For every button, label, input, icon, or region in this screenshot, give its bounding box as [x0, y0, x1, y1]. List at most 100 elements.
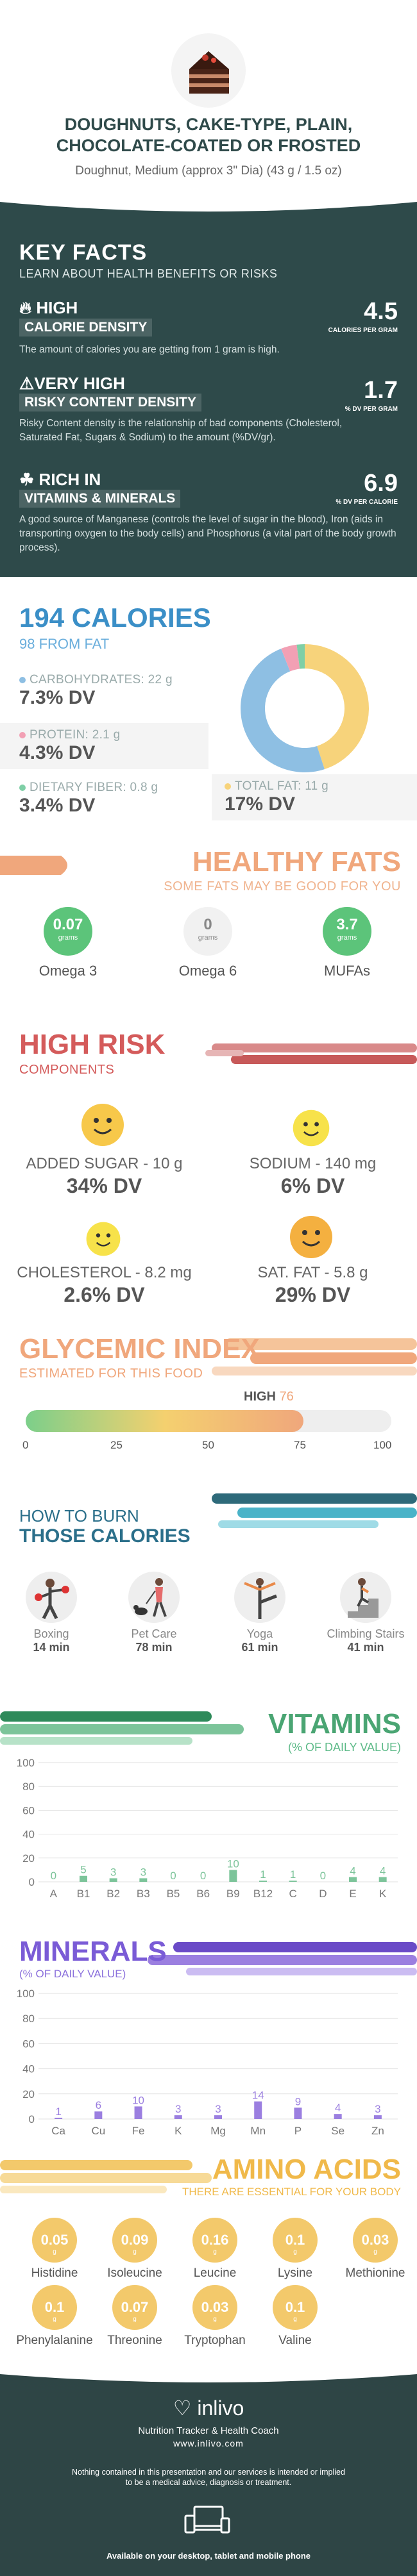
- gi-tick: 25: [110, 1439, 123, 1451]
- burn-title-1: HOW TO BURN: [19, 1506, 139, 1525]
- donut-slice-fiber: [296, 644, 305, 669]
- fat-unit: grams: [58, 934, 78, 942]
- x-tick-label: K: [379, 1888, 387, 1900]
- bar-K: [174, 2115, 182, 2119]
- omega6-bubble: 0 grams: [183, 907, 232, 956]
- gi-tick: 50: [202, 1439, 214, 1451]
- x-tick-label: Se: [331, 2125, 345, 2137]
- pet-care-item: Pet Care 78 min: [115, 1570, 192, 1654]
- donut-slice-protein: [281, 644, 300, 672]
- bar-Mn: [254, 2101, 262, 2119]
- healthy-fats-title: HEALTHY FATS: [192, 846, 401, 877]
- y-tick-label: 100: [17, 1757, 35, 1769]
- fat-dv: 17% DV: [225, 794, 296, 815]
- healthy-fats-subtitle: SOME FATS MAY BE GOOD FOR YOU: [164, 879, 401, 893]
- glycemic-section: GLYCEMIC INDEX ESTIMATED FOR THIS FOOD H…: [0, 1333, 417, 1461]
- key-facts-subheading: LEARN ABOUT HEALTH BENEFITS OR RISKS: [19, 267, 278, 280]
- boxing-icon: [26, 1572, 77, 1623]
- omega3-label: Omega 3: [38, 963, 98, 979]
- bar-value-label: 1: [260, 1868, 266, 1881]
- key-fact-text: Risky Content density is the relationshi…: [19, 418, 343, 443]
- key-fact-tag: HIGH: [36, 298, 78, 317]
- glycemic-ticks: 0 25 50 75 100: [22, 1439, 392, 1452]
- leaf-icon: ☘︎: [19, 470, 35, 489]
- bar-Ca: [55, 2118, 63, 2119]
- high-risk-subtitle: COMPONENTS: [19, 1063, 115, 1077]
- bar-Fe: [134, 2106, 142, 2119]
- bar-value-label: 0: [170, 1870, 176, 1882]
- amino-bubble: 0.16 g: [192, 2218, 237, 2263]
- amino-value: 0.09: [121, 2232, 149, 2248]
- header: DOUGHNUTS, CAKE-TYPE, PLAIN, CHOCOLATE-C…: [0, 0, 417, 192]
- cake-image: [171, 33, 246, 108]
- y-tick-label: 0: [29, 1876, 35, 1888]
- x-tick-label: K: [174, 2125, 182, 2137]
- fat-dot: [225, 783, 231, 790]
- bar-Se: [334, 2114, 342, 2119]
- key-fact-calorie-density: 🔥︎ HIGH CALORIE DENSITY The amount of ca…: [19, 298, 398, 357]
- bar-Mg: [214, 2115, 222, 2119]
- amino-value: 0.07: [121, 2299, 149, 2315]
- vitamins-title: VITAMINS: [268, 1708, 401, 1740]
- bar-value-label: 0: [320, 1870, 326, 1882]
- food-title: DOUGHNUTS, CAKE-TYPE, PLAIN, CHOCOLATE-C…: [56, 115, 361, 155]
- amino-unit: g: [373, 2248, 377, 2256]
- gi-tick: 100: [373, 1439, 392, 1451]
- amino-unit: g: [53, 2248, 56, 2256]
- vitamins-bar-chart: 0 20 40 60 80 100 0 A 5 B1 3 B2 3 B3 0 B5 0 B6 10 B9 1 B12 1 C 0…: [17, 1757, 398, 1900]
- bar-P: [294, 2107, 302, 2119]
- fat-value: 3.7: [336, 916, 358, 933]
- key-fact-value: 6.9: [364, 470, 398, 497]
- key-facts-heading: KEY FACTS: [19, 240, 148, 265]
- protein-dot: [19, 732, 26, 738]
- bar-value-label: 0: [51, 1870, 56, 1882]
- amino-bubble: 0.09 g: [112, 2218, 157, 2263]
- fat-unit: grams: [198, 934, 218, 942]
- bar-B3: [139, 1878, 148, 1882]
- x-tick-label: A: [50, 1888, 58, 1900]
- burn-time: 41 min: [347, 1641, 384, 1654]
- bar-value-label: 10: [132, 2094, 144, 2106]
- x-tick-label: D: [319, 1888, 327, 1900]
- amino-unit: g: [53, 2316, 56, 2323]
- amino-value: 0.1: [285, 2299, 305, 2315]
- key-fact-text: A good source of Manganese (controls the…: [19, 514, 396, 553]
- bar-value-label: 4: [380, 1865, 386, 1877]
- key-fact-value: 4.5: [364, 298, 398, 325]
- x-tick-label: Fe: [132, 2125, 145, 2137]
- omega3-bubble: 0.07 grams: [44, 907, 92, 956]
- brand-name: inlivo: [197, 2397, 244, 2420]
- calories-title: 194 CALORIES: [19, 602, 211, 633]
- y-tick-label: 80: [22, 2013, 35, 2025]
- devices-icon: [184, 2505, 230, 2534]
- minerals-section: MINERALS (% OF DAILY VALUE) 0 20 40 60 80 100…: [0, 1910, 417, 2154]
- y-tick-label: 80: [22, 1781, 35, 1793]
- glycemic-subtitle: ESTIMATED FOR THIS FOOD: [19, 1367, 203, 1381]
- footer-disclaimer-1: Nothing contained in this presentation a…: [72, 2468, 345, 2477]
- x-tick-label: B3: [137, 1888, 150, 1900]
- flame-icon: 🔥︎: [19, 298, 32, 317]
- key-fact-risky-density: ⚠︎VERY HIGH RISKY CONTENT DENSITY Risky …: [19, 374, 379, 445]
- burn-activity: Boxing: [33, 1627, 69, 1640]
- fat-value: 0: [203, 916, 212, 933]
- vitamins-subtitle: (% OF DAILY VALUE): [287, 1741, 401, 1754]
- fiber-dv: 3.4% DV: [19, 795, 96, 816]
- amino-section: AMINO ACIDS THERE ARE ESSENTIAL FOR YOUR…: [0, 2154, 417, 2372]
- pet-care-icon: [128, 1572, 180, 1623]
- footer-url[interactable]: www.inlivo.com: [173, 2438, 244, 2448]
- bar-value-label: 3: [140, 1866, 146, 1878]
- carbs-block: CARBOHYDRATES: 22 g 7.3% DV: [19, 673, 173, 709]
- glycemic-track: [26, 1410, 391, 1432]
- cholesterol-face-icon: [86, 1222, 121, 1256]
- y-tick-label: 40: [22, 2063, 35, 2075]
- protein-label: PROTEIN: 2.1 g: [30, 728, 121, 742]
- x-tick-label: B5: [167, 1888, 180, 1900]
- bar-value-label: 4: [335, 2102, 341, 2114]
- amino-name: Lysine: [277, 2266, 313, 2280]
- protein-block: PROTEIN: 2.1 g 4.3% DV: [0, 723, 208, 769]
- donut-slice-fat: [305, 644, 369, 770]
- amino-name: Threonine: [107, 2334, 162, 2347]
- amino-bubble: 0.1 g: [273, 2218, 318, 2263]
- gi-tick: 0: [22, 1439, 29, 1451]
- y-tick-label: 20: [22, 1852, 35, 1865]
